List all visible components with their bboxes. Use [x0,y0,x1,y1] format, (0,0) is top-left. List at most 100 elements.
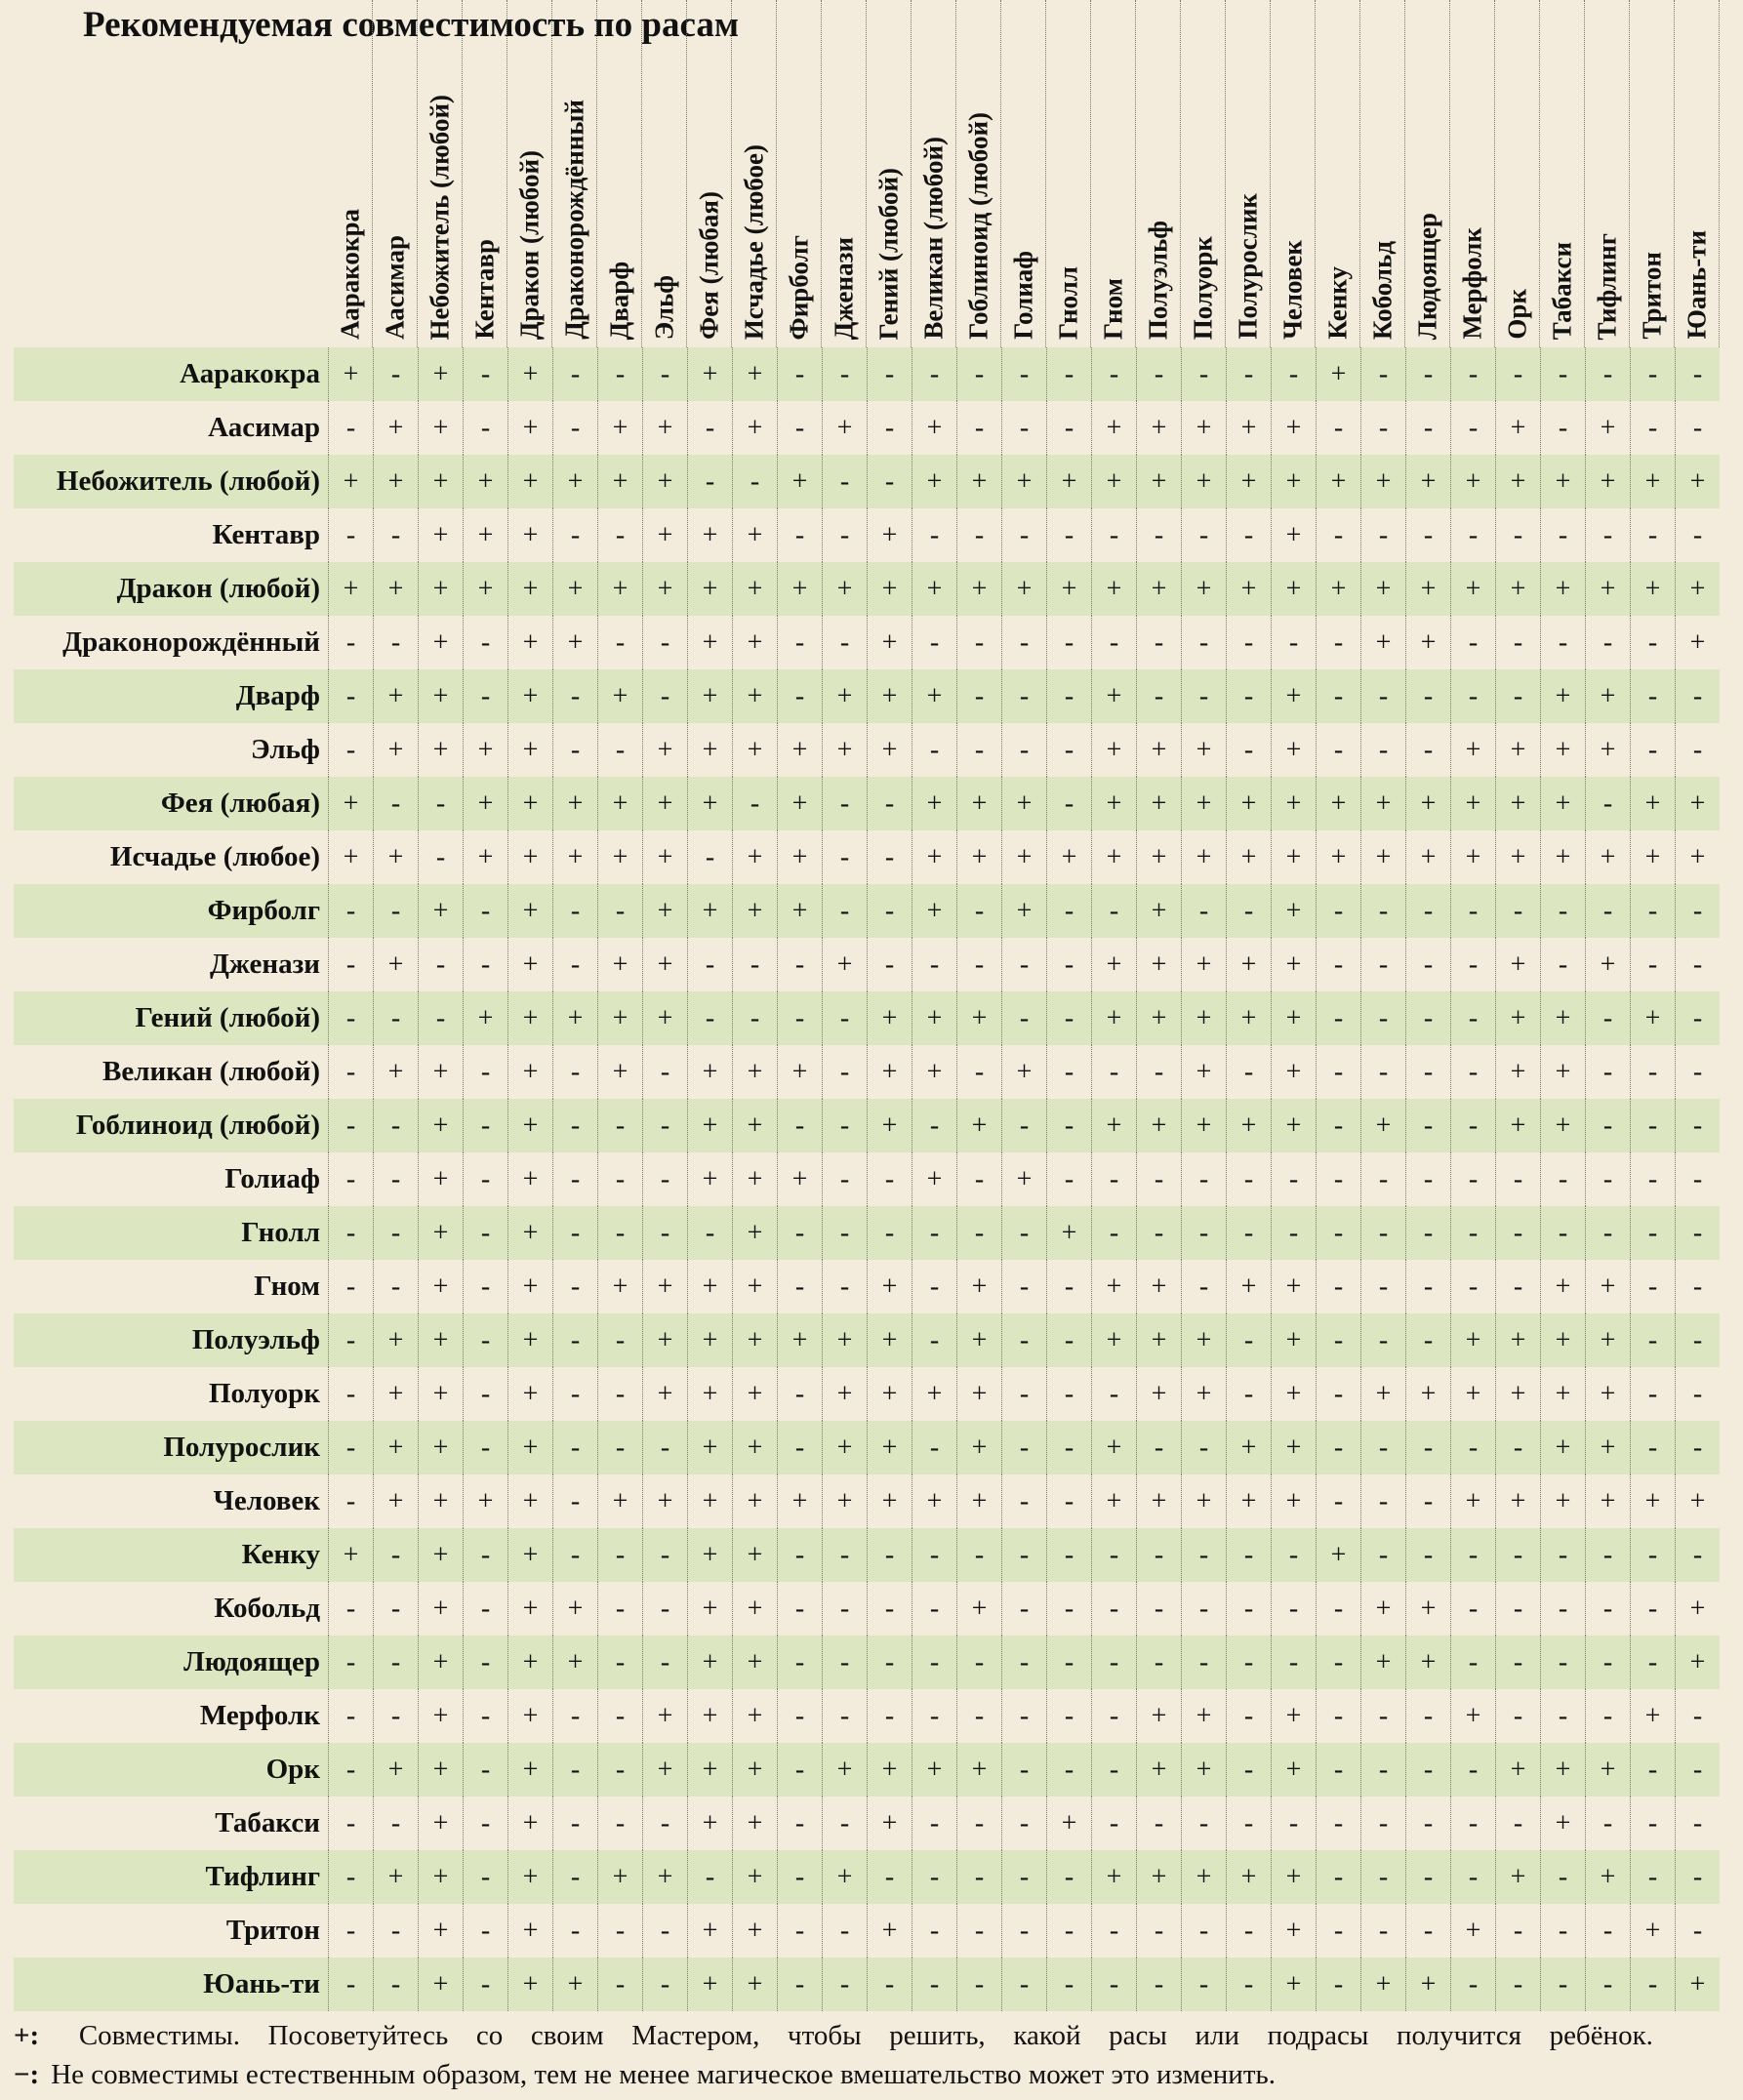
table-cell: + [1675,455,1720,508]
table-cell: + [1181,562,1226,616]
table-cell: + [463,562,507,616]
table-cell: + [687,1636,732,1689]
table-cell: - [463,1797,507,1850]
table-cell: + [507,723,552,777]
table-cell: + [1226,1099,1271,1152]
table-cell: - [1136,1421,1181,1474]
table-cell: + [1181,401,1226,455]
table-cell: + [418,1045,463,1099]
table-cell: - [373,991,418,1045]
table-cell: - [642,616,687,669]
table-cell: - [463,1743,507,1797]
table-cell: + [956,455,1001,508]
table-cell: + [507,991,552,1045]
table-cell: - [1316,1904,1360,1958]
table-cell: - [1316,1367,1360,1421]
table-cell: + [956,777,1001,830]
table-cell: - [1585,884,1630,938]
table-cell: + [1046,455,1091,508]
table-cell: + [732,1958,777,2011]
table-cell: + [507,1582,552,1636]
table-cell: - [1001,1421,1046,1474]
table-cell: + [1630,455,1675,508]
legend-plus-word: Посоветуйтесь [267,2020,449,2051]
table-cell: + [1495,830,1540,884]
table-cell: - [912,1206,956,1260]
table-cell: - [777,401,822,455]
table-cell: + [1091,723,1136,777]
table-cell: - [1360,669,1405,723]
table-cell: - [1360,1904,1405,1958]
table-cell: + [1271,508,1316,562]
table-cell: - [552,1313,597,1367]
table-cell: - [1136,669,1181,723]
table-cell: - [1091,1743,1136,1797]
table-cell: + [507,616,552,669]
table-cell: + [687,884,732,938]
table-cell: + [732,669,777,723]
table-cell: - [1091,1689,1136,1743]
table-cell: - [1450,1152,1495,1206]
table-cell: + [867,562,912,616]
column-header-label: Гоблиноид (любой) [963,112,993,340]
table-cell: + [867,1743,912,1797]
table-cell: - [463,1636,507,1689]
table-cell: - [328,991,373,1045]
table-cell: - [912,1099,956,1152]
table-cell: + [507,1689,552,1743]
table-cell: + [956,1313,1001,1367]
table-cell: - [1540,938,1585,991]
table-cell: - [1046,669,1091,723]
table-cell: + [552,830,597,884]
table-cell: + [418,1850,463,1904]
column-header-label: Полурослик [1233,193,1262,340]
table-cell: + [912,991,956,1045]
table-cell: + [642,1689,687,1743]
table-cell: + [912,884,956,938]
table-cell: - [1360,1045,1405,1099]
table-cell: - [1495,1152,1540,1206]
table-cell: - [1091,1636,1136,1689]
column-header: Кенку [1316,0,1360,347]
table-cell: + [732,562,777,616]
table-cell: + [687,1904,732,1958]
table-cell: - [822,1099,867,1152]
table-cell: + [463,1474,507,1528]
table-cell: - [777,1850,822,1904]
table-cell: + [732,1313,777,1367]
table-cell: + [687,1528,732,1582]
table-cell: - [822,1636,867,1689]
table-cell: - [642,1099,687,1152]
table-cell: + [1450,562,1495,616]
table-cell: + [867,1367,912,1421]
table-cell: - [373,1958,418,2011]
table-cell: - [1226,1636,1271,1689]
table-cell: + [1495,938,1540,991]
table-cell: - [1495,669,1540,723]
table-cell: - [1271,1528,1316,1582]
table-cell: - [956,1797,1001,1850]
table-cell: + [687,1743,732,1797]
table-cell: + [1540,1260,1585,1313]
table-cell: - [642,1152,687,1206]
table-cell: + [1675,777,1720,830]
table-cell: - [1091,508,1136,562]
table-cell: - [1001,508,1046,562]
table-cell: + [1495,1099,1540,1152]
row-label: Полуорк [208,1378,320,1409]
table-cell: - [597,616,642,669]
table-cell: - [1585,508,1630,562]
table-cell: - [1001,991,1046,1045]
table-cell: - [956,884,1001,938]
table-cell: - [1001,938,1046,991]
table-cell: + [1585,562,1630,616]
table-cell: - [552,347,597,401]
table-cell: - [463,938,507,991]
table-cell: - [1316,991,1360,1045]
table-cell: + [1450,1313,1495,1367]
table-cell: - [912,1582,956,1636]
table-cell: - [1495,616,1540,669]
table-cell: - [1450,1582,1495,1636]
table-cell: + [507,455,552,508]
table-cell: + [687,723,732,777]
